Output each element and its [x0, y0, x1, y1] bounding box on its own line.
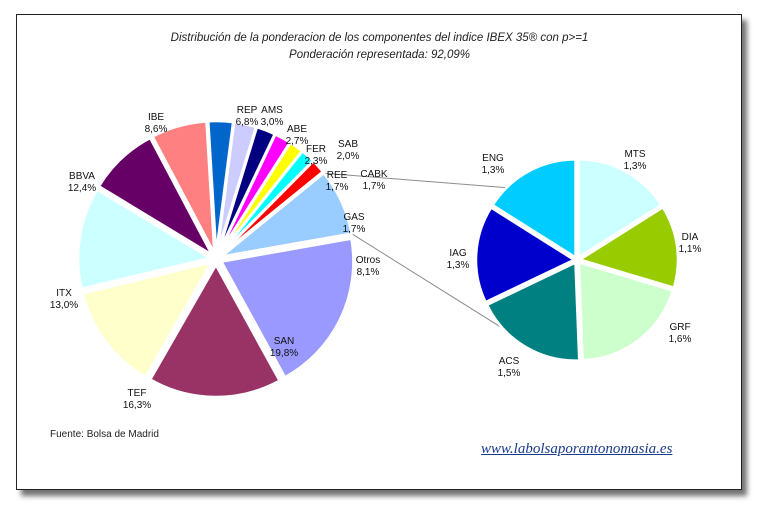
- main-value-ibe: 8,6%: [145, 124, 168, 135]
- main-value-ree: 1,7%: [326, 182, 349, 193]
- secondary-pie: [474, 158, 680, 362]
- main-value-gas: 1,7%: [343, 224, 366, 235]
- main-slice-itx: [81, 260, 214, 379]
- main-value-rep: 6,8%: [236, 117, 259, 128]
- secondary-slice-grf: [577, 260, 675, 362]
- main-slice-san: [219, 237, 355, 379]
- secondary-label-dia: DIA: [682, 232, 699, 243]
- secondary-value-eng: 1,3%: [482, 165, 505, 176]
- secondary-label-mts: MTS: [624, 149, 645, 160]
- connector-line-top: [323, 172, 512, 189]
- secondary-slice-dia: [576, 205, 680, 290]
- main-label-bbva: BBVA: [69, 171, 95, 182]
- secondary-slice-mts: [577, 158, 664, 260]
- main-value-ams: 3,0%: [261, 117, 284, 128]
- main-value-sab: 2,0%: [337, 151, 360, 162]
- main-label-ibe: IBE: [148, 112, 164, 123]
- chart-title-line1: Distribución de la ponderacion de los co…: [170, 32, 589, 44]
- secondary-value-grf: 1,6%: [669, 334, 692, 345]
- secondary-value-mts: 1,3%: [624, 161, 647, 172]
- secondary-label-eng: ENG: [482, 153, 504, 164]
- main-label-ree: REE: [327, 170, 348, 181]
- main-slice-otros: [216, 171, 353, 259]
- secondary-value-acs: 1,5%: [498, 368, 521, 379]
- main-slice-rep: [150, 120, 216, 254]
- secondary-slice-eng: [490, 158, 577, 260]
- main-slice-bbva: [76, 188, 214, 291]
- main-value-abe: 2,7%: [286, 136, 309, 147]
- secondary-label-iag: IAG: [449, 248, 466, 259]
- main-value-cabk: 1,7%: [363, 181, 386, 192]
- chart-title: Distribución de la ponderacion de los co…: [0, 30, 759, 64]
- main-value-san: 19,8%: [270, 348, 298, 359]
- main-slice-tef: [148, 262, 282, 399]
- main-label-cabk: CABK: [360, 169, 388, 180]
- main-value-otros: 8,1%: [357, 267, 380, 278]
- source-note: Fuente: Bolsa de Madrid: [50, 429, 159, 440]
- main-label-abe: ABE: [287, 124, 307, 135]
- chart-title-line2: Ponderación representada: 92,09%: [289, 49, 470, 61]
- main-label-gas: GAS: [343, 212, 364, 223]
- secondary-value-iag: 1,3%: [447, 260, 470, 271]
- main-label-san: SAN: [274, 336, 295, 347]
- main-pie: [76, 119, 355, 399]
- secondary-slice-acs: [485, 260, 581, 362]
- main-label-otros: Otros: [356, 255, 380, 266]
- main-label-sab: SAB: [338, 139, 358, 150]
- main-slice-ibe: [97, 136, 216, 259]
- main-value-bbva: 12,4%: [68, 183, 96, 194]
- website-link[interactable]: www.labolsaporantonomasia.es: [481, 441, 673, 457]
- main-label-itx: ITX: [56, 288, 72, 299]
- secondary-label-acs: ACS: [499, 356, 520, 367]
- main-label-fer: FER: [306, 144, 326, 155]
- secondary-slice-iag: [474, 205, 577, 304]
- main-label-tef: TEF: [128, 388, 147, 399]
- secondary-value-dia: 1,1%: [679, 244, 702, 255]
- main-label-rep: REP: [237, 105, 258, 116]
- main-value-fer: 2,3%: [305, 156, 328, 167]
- secondary-label-grf: GRF: [669, 322, 690, 333]
- main-value-itx: 13,0%: [50, 300, 78, 311]
- connector-line-bottom: [351, 233, 516, 337]
- main-label-ams: AMS: [261, 105, 283, 116]
- connector-lines: [323, 172, 516, 337]
- main-slice-gas: [219, 159, 325, 256]
- main-value-tef: 16,3%: [123, 400, 151, 411]
